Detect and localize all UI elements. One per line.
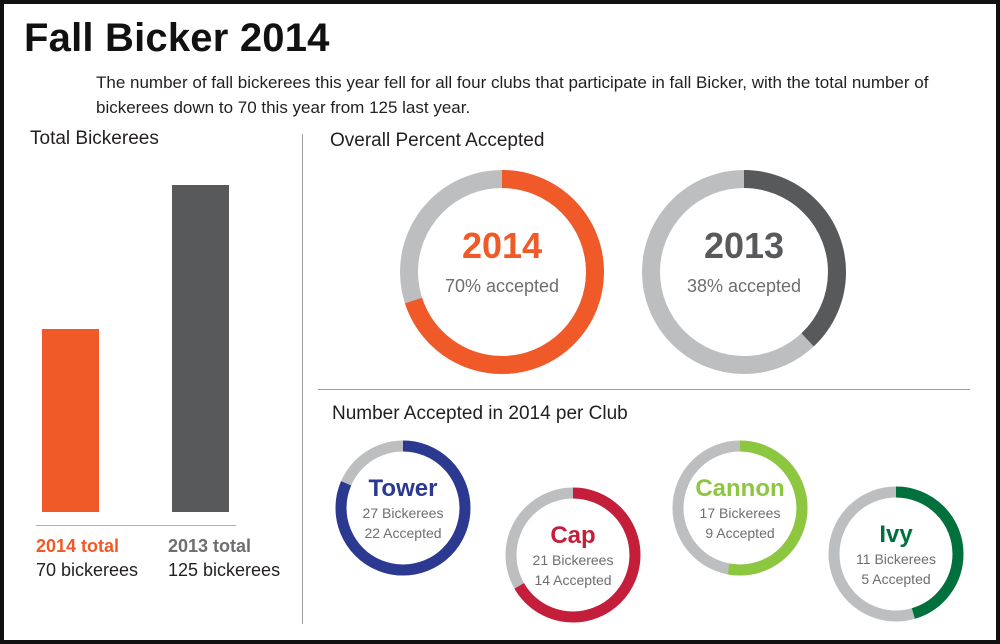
per-club-heading: Number Accepted in 2014 per Club [332,403,628,424]
horizontal-divider [318,389,970,390]
bar-category-2013: 2013 total [168,536,252,556]
total-bickerees-heading: Total Bickerees [30,128,159,149]
overall-percent-heading: Overall Percent Accepted [330,130,545,151]
page-subtitle: The number of fall bickerees this year f… [96,73,929,117]
bar-baseline [36,525,236,526]
club-ivy-accepted: 5 Accepted [861,571,930,587]
bar-label-2014: 2014 total 70 bickerees [36,534,138,582]
club-ivy-donut-arc [828,486,964,622]
club-ivy-name: Ivy [879,521,913,548]
club-tower-accepted: 22 Accepted [364,525,441,541]
bar-2013-total [172,184,229,512]
overall-2014-year-label: 2014 [462,225,542,266]
overall-2013-donut-arc [642,170,846,374]
bar-category-2014: 2014 total [36,536,120,556]
club-cap-donut-arc [505,487,641,623]
club-cannon-name: Cannon [695,475,784,502]
club-cap-name: Cap [550,522,595,549]
club-tower-bickerees: 27 Bickerees [363,505,444,521]
club-cannon-donut-arc [672,440,808,576]
club-cap-bickerees: 21 Bickerees [533,552,614,568]
club-tower-donut-arc [335,440,471,576]
overall-2013-year-label: 2013 [704,225,784,266]
overall-2013-percent-text: 38% accepted [687,276,801,296]
club-cannon-accepted: 9 Accepted [705,525,774,541]
bar-2014-total [42,328,99,512]
overall-2014-percent-text: 70% accepted [445,276,559,296]
club-cap-accepted: 14 Accepted [534,572,611,588]
vertical-divider [302,134,303,624]
page-title: Fall Bicker 2014 [24,16,330,60]
club-ivy-bickerees: 11 Bickerees [856,551,936,567]
club-tower-name: Tower [369,475,438,502]
club-cannon-bickerees: 17 Bickerees [700,505,781,521]
bar-label-2013: 2013 total 125 bickerees [168,534,280,582]
overall-2014-donut-arc [400,170,604,374]
bar-value-2014: 70 bickerees [36,560,139,580]
bar-value-2013: 125 bickerees [168,560,281,580]
